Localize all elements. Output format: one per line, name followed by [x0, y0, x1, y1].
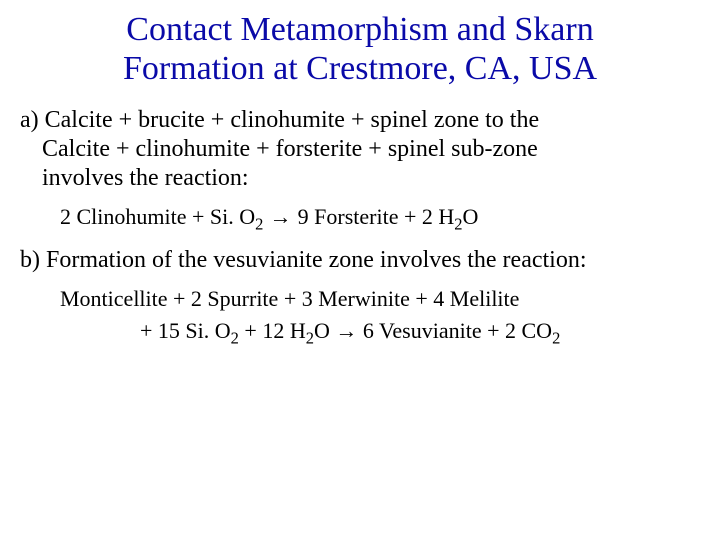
item-a-line-1: a) Calcite + brucite + clinohumite + spi…: [20, 107, 539, 133]
subscript: 2: [454, 214, 462, 233]
item-b-text: b) Formation of the vesuvianite zone inv…: [20, 247, 587, 273]
reaction-a-end: O: [463, 204, 479, 229]
item-b: b) Formation of the vesuvianite zone inv…: [20, 246, 700, 275]
subscript: 2: [552, 329, 560, 348]
reaction-b-part-b: + 12 H: [239, 318, 306, 343]
title-line-1: Contact Metamorphism and Skarn: [126, 11, 593, 48]
arrow-icon: →: [263, 204, 297, 229]
arrow-icon: →: [335, 318, 357, 343]
reaction-b-part-c: O: [314, 318, 335, 343]
reaction-b-part-a: + 15 Si. O: [140, 318, 231, 343]
item-a-line-2: Calcite + clinohumite + forsterite + spi…: [42, 136, 538, 162]
title-line-2: Formation at Crestmore, CA, USA: [123, 50, 597, 87]
item-a-line-3: involves the reaction:: [42, 165, 249, 191]
subscript: 2: [231, 329, 239, 348]
subscript: 2: [306, 329, 314, 348]
reaction-b: Monticellite + 2 Spurrite + 3 Merwinite …: [60, 283, 700, 347]
reaction-a-products: 9 Forsterite + 2 H: [298, 204, 455, 229]
reaction-a: 2 Clinohumite + Si. O 2 → 9 Forsterite + …: [60, 201, 700, 233]
reaction-b-line-1: Monticellite + 2 Spurrite + 3 Merwinite …: [60, 286, 519, 311]
reaction-b-line-2: + 15 Si. O2 + 12 H2O → 6 Vesuvianite + 2…: [60, 318, 560, 343]
item-a: a) Calcite + brucite + clinohumite + spi…: [20, 106, 700, 192]
slide-title: Contact Metamorphism and Skarn Formation…: [60, 10, 660, 88]
reaction-b-part-d: 6 Vesuvianite + 2 CO: [357, 318, 552, 343]
slide: Contact Metamorphism and Skarn Formation…: [0, 0, 720, 381]
reaction-a-reactants: 2 Clinohumite + Si. O: [60, 204, 255, 229]
